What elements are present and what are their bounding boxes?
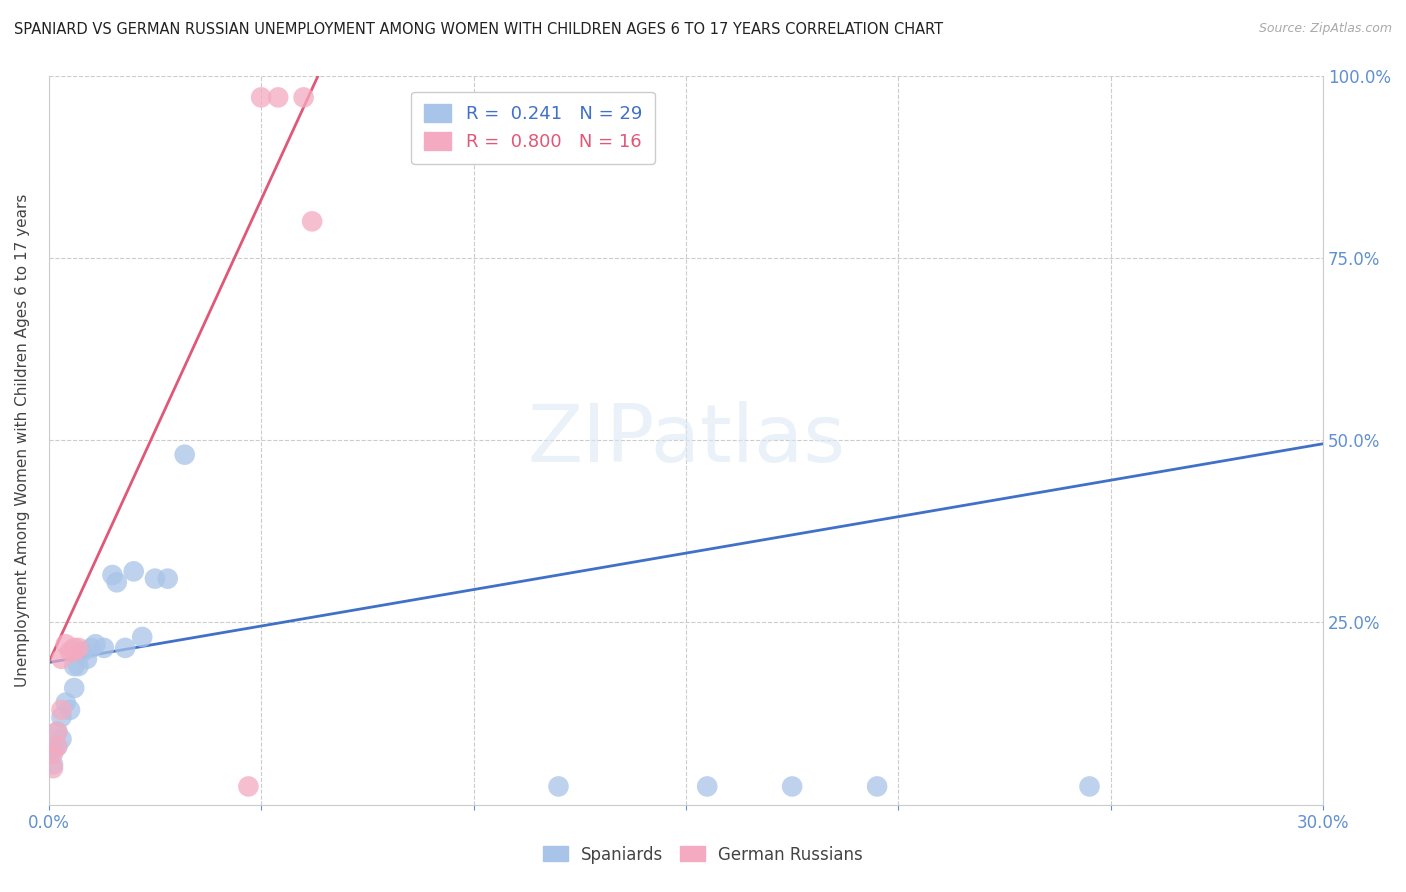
Point xyxy=(156,572,179,586)
Point xyxy=(67,659,90,673)
Point xyxy=(67,640,90,655)
Point xyxy=(80,640,103,655)
Text: Source: ZipAtlas.com: Source: ZipAtlas.com xyxy=(1258,22,1392,36)
Point xyxy=(63,640,86,655)
Y-axis label: Unemployment Among Women with Children Ages 6 to 17 years: Unemployment Among Women with Children A… xyxy=(15,194,30,687)
Point xyxy=(55,637,77,651)
Point xyxy=(292,90,315,104)
Point xyxy=(51,652,73,666)
Point xyxy=(59,703,82,717)
Point xyxy=(46,724,69,739)
Point xyxy=(131,630,153,644)
Point xyxy=(76,652,98,666)
Point xyxy=(63,659,86,673)
Point xyxy=(42,757,65,772)
Point xyxy=(114,640,136,655)
Point xyxy=(63,644,86,658)
Point xyxy=(93,640,115,655)
Point xyxy=(267,90,290,104)
Point xyxy=(46,739,69,754)
Point xyxy=(59,644,82,658)
Point xyxy=(101,568,124,582)
Text: ZIPatlas: ZIPatlas xyxy=(527,401,845,479)
Point xyxy=(866,780,889,794)
Point xyxy=(51,710,73,724)
Point xyxy=(55,696,77,710)
Point xyxy=(72,644,94,658)
Point xyxy=(84,637,107,651)
Point xyxy=(42,747,65,761)
Point xyxy=(143,572,166,586)
Point xyxy=(63,681,86,695)
Point xyxy=(46,724,69,739)
Text: SPANIARD VS GERMAN RUSSIAN UNEMPLOYMENT AMONG WOMEN WITH CHILDREN AGES 6 TO 17 Y: SPANIARD VS GERMAN RUSSIAN UNEMPLOYMENT … xyxy=(14,22,943,37)
Point xyxy=(42,761,65,775)
Point xyxy=(780,780,803,794)
Point xyxy=(51,732,73,747)
Point xyxy=(696,780,718,794)
Point xyxy=(238,780,260,794)
Point xyxy=(42,743,65,757)
Point xyxy=(105,575,128,590)
Point xyxy=(250,90,273,104)
Point xyxy=(301,214,323,228)
Legend: Spaniards, German Russians: Spaniards, German Russians xyxy=(536,839,870,871)
Point xyxy=(46,739,69,754)
Point xyxy=(547,780,569,794)
Point xyxy=(122,565,145,579)
Point xyxy=(1078,780,1101,794)
Legend: R =  0.241   N = 29, R =  0.800   N = 16: R = 0.241 N = 29, R = 0.800 N = 16 xyxy=(412,92,655,164)
Point xyxy=(51,703,73,717)
Point xyxy=(173,448,195,462)
